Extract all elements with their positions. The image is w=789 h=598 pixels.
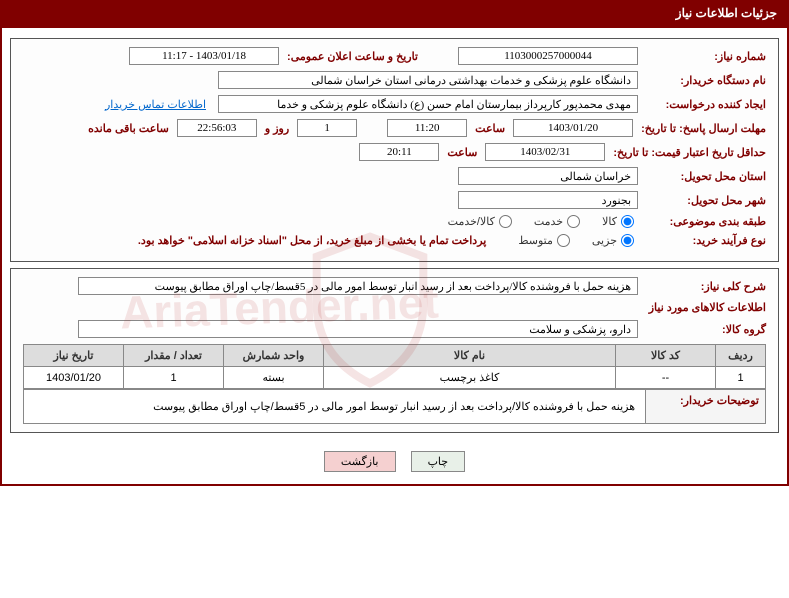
- goods-group-label: گروه کالا:: [646, 323, 766, 336]
- category-service-label: خدمت: [534, 215, 563, 228]
- process-partial-radio[interactable]: [621, 234, 634, 247]
- back-button[interactable]: بازگشت: [324, 451, 396, 472]
- remain-days-label: روز و: [265, 122, 289, 135]
- process-medium-radio[interactable]: [557, 234, 570, 247]
- category-goods-radio[interactable]: [621, 215, 634, 228]
- process-partial-label: جزیی: [592, 234, 617, 247]
- cell-qty: 1: [124, 367, 224, 389]
- th-qty: تعداد / مقدار: [124, 345, 224, 367]
- category-label: طبقه بندی موضوعی:: [646, 215, 766, 228]
- buyer-org-label: نام دستگاه خریدار:: [646, 74, 766, 87]
- remain-days-field: [297, 119, 357, 137]
- buyer-org-field: [218, 71, 638, 89]
- category-goods-service-radio[interactable]: [499, 215, 512, 228]
- province-field: [458, 167, 638, 185]
- category-goods-service-label: کالا/خدمت: [448, 215, 495, 228]
- need-number-label: شماره نیاز:: [646, 50, 766, 63]
- overall-desc-label: شرح کلی نیاز:: [646, 280, 766, 293]
- validity-date-field: [485, 143, 605, 161]
- th-code: کد کالا: [616, 345, 716, 367]
- province-label: استان محل تحویل:: [646, 170, 766, 183]
- announce-field: [129, 47, 279, 65]
- button-bar: چاپ بازگشت: [6, 439, 783, 480]
- buyer-contact-link[interactable]: اطلاعات تماس خریدار: [105, 98, 206, 111]
- requester-label: ایجاد کننده درخواست:: [646, 98, 766, 111]
- form-outer: شماره نیاز: تاریخ و ساعت اعلان عمومی: نا…: [0, 26, 789, 486]
- th-row: ردیف: [716, 345, 766, 367]
- goods-table: ردیف کد کالا نام کالا واحد شمارش تعداد /…: [23, 344, 766, 389]
- process-medium-label: متوسط: [518, 234, 553, 247]
- buyer-notes-value: هزینه حمل با فروشنده کالا/پرداخت بعد از …: [24, 390, 646, 424]
- process-label: نوع فرآیند خرید:: [646, 234, 766, 247]
- cell-date: 1403/01/20: [24, 367, 124, 389]
- city-label: شهر محل تحویل:: [646, 194, 766, 207]
- treasury-note: پرداخت تمام یا بخشی از مبلغ خرید، از محل…: [138, 234, 486, 247]
- description-section: شرح کلی نیاز: اطلاعات کالاهای مورد نیاز …: [10, 268, 779, 433]
- goods-info-title: اطلاعات کالاهای مورد نیاز: [23, 301, 766, 314]
- cell-unit: بسته: [224, 367, 324, 389]
- page-title: جزئیات اطلاعات نیاز: [0, 0, 789, 26]
- time-label-1: ساعت: [475, 122, 505, 135]
- overall-desc-field: [78, 277, 638, 295]
- category-service-radio[interactable]: [567, 215, 580, 228]
- city-field: [458, 191, 638, 209]
- cell-name: کاغذ برچسب: [324, 367, 616, 389]
- announce-label: تاریخ و ساعت اعلان عمومی:: [287, 50, 418, 63]
- time-label-2: ساعت: [447, 146, 477, 159]
- main-info-section: شماره نیاز: تاریخ و ساعت اعلان عمومی: نا…: [10, 38, 779, 262]
- deadline-date-field: [513, 119, 633, 137]
- th-date: تاریخ نیاز: [24, 345, 124, 367]
- validity-time-field: [359, 143, 439, 161]
- th-name: نام کالا: [324, 345, 616, 367]
- deadline-time-field: [387, 119, 467, 137]
- category-goods-label: کالا: [602, 215, 617, 228]
- requester-field: [218, 95, 638, 113]
- cell-code: --: [616, 367, 716, 389]
- need-number-field: [458, 47, 638, 65]
- remain-suffix-label: ساعت باقی مانده: [88, 122, 169, 135]
- validity-label: حداقل تاریخ اعتبار قیمت: تا تاریخ:: [613, 146, 766, 159]
- cell-row: 1: [716, 367, 766, 389]
- goods-group-field: [78, 320, 638, 338]
- deadline-label: مهلت ارسال پاسخ: تا تاریخ:: [641, 122, 766, 135]
- th-unit: واحد شمارش: [224, 345, 324, 367]
- table-row: 1--کاغذ برچسببسته11403/01/20: [24, 367, 766, 389]
- buyer-notes-label: توضیحات خریدار:: [646, 390, 766, 424]
- print-button[interactable]: چاپ: [411, 451, 466, 472]
- remain-time-field: [177, 119, 257, 137]
